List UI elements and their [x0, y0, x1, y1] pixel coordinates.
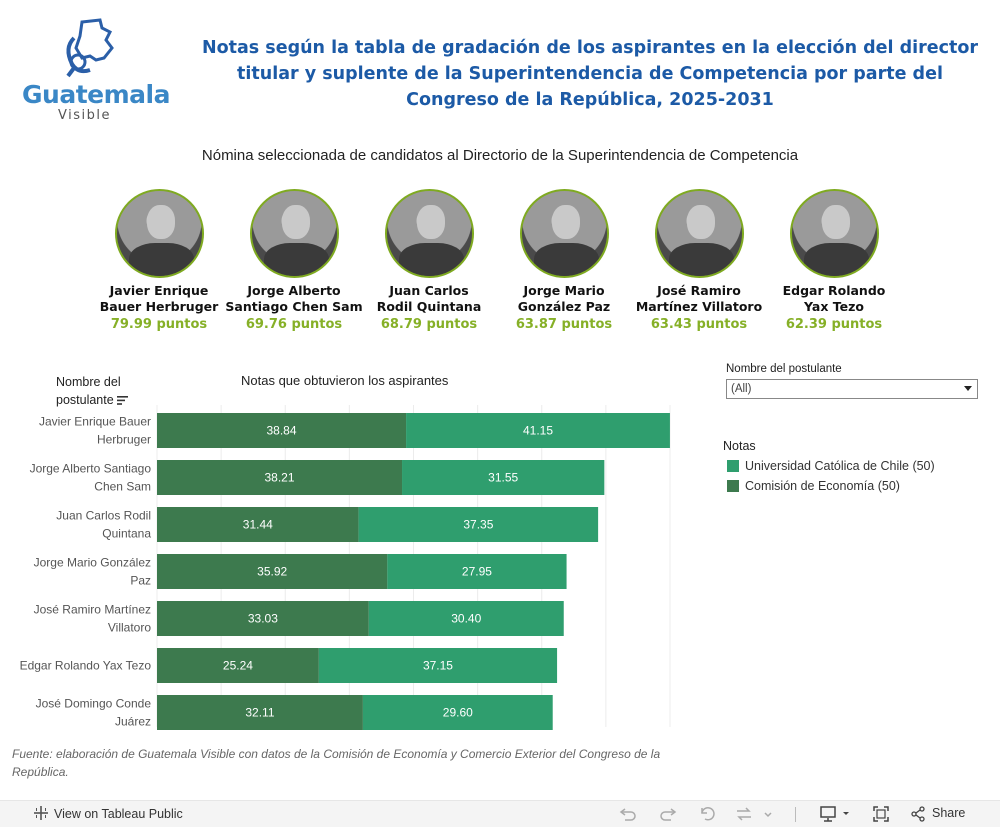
candidate-card: Edgar Rolando Yax Tezo 62.39 puntos: [754, 189, 914, 332]
candidate-name: Edgar Rolando Yax Tezo: [782, 283, 886, 314]
fullscreen-icon[interactable]: [872, 806, 890, 822]
legend-title: Notas: [723, 439, 756, 453]
bar-segment: [406, 413, 670, 448]
candidate-points: 68.79 puntos: [380, 317, 478, 332]
category-label: Javier Enrique Bauer Herbruger: [39, 415, 151, 447]
candidate-photo: [384, 189, 474, 278]
candidate-points: 63.87 puntos: [515, 317, 613, 332]
bar-segment: [157, 695, 363, 730]
bar-segment: [157, 460, 403, 495]
data-label: 37.15: [423, 659, 453, 673]
category-label: Jorge Mario González Paz: [34, 556, 151, 588]
bar-segment: [387, 554, 567, 589]
dashboard-title: Notas según la tabla de gradación de los…: [201, 38, 979, 110]
bar-segment: [402, 460, 605, 495]
chart-svg: Javier Enrique Bauer Herbruger 38.84 41.15 J…: [20, 405, 671, 730]
data-label: 35.92: [257, 565, 287, 579]
candidate-photo: [114, 189, 204, 278]
data-label: 25.24: [223, 659, 253, 673]
category-label: Edgar Rolando Yax Tezo: [20, 659, 152, 673]
data-label: 32.11: [245, 706, 274, 720]
legend-swatch: [727, 460, 739, 472]
redo-icon[interactable]: [659, 806, 677, 822]
row-header-postulante[interactable]: Nombre del postulante: [56, 373, 128, 409]
tableau-logo-icon: [34, 806, 48, 820]
candidate-card: Juan Carlos Rodil Quintana 68.79 puntos: [349, 189, 509, 332]
candidate-photo: [249, 189, 339, 278]
candidate-photo: [789, 189, 879, 278]
undo-icon[interactable]: [619, 806, 637, 822]
candidate-points: 69.76 puntos: [245, 317, 343, 332]
chevron-down-icon: [964, 386, 972, 391]
bar-segment: [318, 648, 558, 683]
candidate-card: José Ramiro Martínez Villatoro 63.43 punt…: [619, 189, 779, 332]
bar-segment: [368, 601, 564, 636]
category-label: Juan Carlos Rodil Quintana: [56, 509, 151, 541]
postulante-filter-dropdown[interactable]: (All): [726, 379, 978, 399]
data-label: 37.35: [463, 518, 493, 532]
guatemala-visible-logo: Guatemala Visible: [22, 18, 170, 128]
candidate-points: 63.43 puntos: [650, 317, 748, 332]
candidate-points: 79.99 puntos: [110, 317, 208, 332]
stacked-bar-chart: Javier Enrique Bauer Herbruger 38.84 41.15 J…: [0, 405, 700, 730]
chart-column-header: Notas que obtuvieron los aspirantes: [241, 373, 449, 388]
candidate-name: Jorge Alberto Santiago Chen Sam: [225, 283, 363, 314]
view-on-tableau-link[interactable]: View on Tableau Public: [34, 806, 183, 821]
bar-segment: [157, 507, 359, 542]
sort-icon[interactable]: [116, 396, 128, 406]
category-label: José Domingo Conde Juárez: [36, 697, 152, 729]
data-label: 27.95: [462, 565, 492, 579]
candidate-name: José Ramiro Martínez Villatoro: [635, 283, 763, 314]
candidate-card: Javier Enrique Bauer Herbruger 79.99 punt…: [79, 189, 239, 332]
bar-segment: [157, 554, 388, 589]
data-label: 31.55: [488, 471, 518, 485]
logo-word: Guatemala: [22, 80, 170, 109]
revert-icon[interactable]: [699, 806, 717, 822]
data-label: 38.21: [264, 471, 294, 485]
data-label: 33.03: [248, 612, 278, 626]
candidate-photo: [519, 189, 609, 278]
guatemala-map-icon: [66, 18, 114, 78]
data-label: 30.40: [451, 612, 481, 626]
legend-item[interactable]: Comisión de Economía (50): [727, 479, 900, 493]
data-label: 31.44: [243, 518, 273, 532]
data-label: 29.60: [443, 706, 473, 720]
bar-segment: [157, 648, 319, 683]
legend-swatch: [727, 480, 739, 492]
share-icon: [911, 806, 925, 822]
category-label: Jorge Alberto Santiago Chen Sam: [30, 462, 152, 494]
filter-value: (All): [731, 383, 752, 395]
candidate-points: 62.39 puntos: [785, 317, 883, 332]
bar-segment: [362, 695, 553, 730]
category-label: José Ramiro Martínez Villatoro: [34, 603, 152, 635]
candidate-name: Javier Enrique Bauer Herbruger: [99, 283, 219, 314]
bar-segment: [157, 413, 407, 448]
download-icon[interactable]: [820, 806, 852, 822]
refresh-icon[interactable]: [735, 806, 775, 822]
candidate-photo: [654, 189, 744, 278]
candidate-card: Jorge Alberto Santiago Chen Sam 69.76 pun…: [214, 189, 374, 332]
data-label: 41.15: [523, 424, 553, 438]
bar-segment: [358, 507, 599, 542]
toolbar-separator: [795, 807, 796, 822]
candidate-card: Jorge Mario González Paz 63.87 puntos: [484, 189, 644, 332]
logo-sub: Visible: [58, 108, 111, 123]
tableau-toolbar: View on Tableau Public Share: [0, 800, 1000, 827]
bar-segment: [157, 601, 369, 636]
data-label: 38.84: [267, 424, 297, 438]
candidate-name: Juan Carlos Rodil Quintana: [376, 283, 482, 314]
filter-label: Nombre del postulante: [726, 363, 842, 375]
source-note: Fuente: elaboración de Guatemala Visible…: [12, 747, 661, 779]
candidates-subtitle: Nómina seleccionada de candidatos al Dir…: [201, 147, 799, 164]
candidate-name: Jorge Mario González Paz: [517, 283, 611, 314]
share-button[interactable]: Share: [932, 806, 966, 820]
legend-item[interactable]: Universidad Católica de Chile (50): [727, 459, 935, 473]
